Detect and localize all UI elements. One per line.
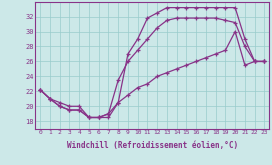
X-axis label: Windchill (Refroidissement éolien,°C): Windchill (Refroidissement éolien,°C) bbox=[67, 141, 238, 150]
